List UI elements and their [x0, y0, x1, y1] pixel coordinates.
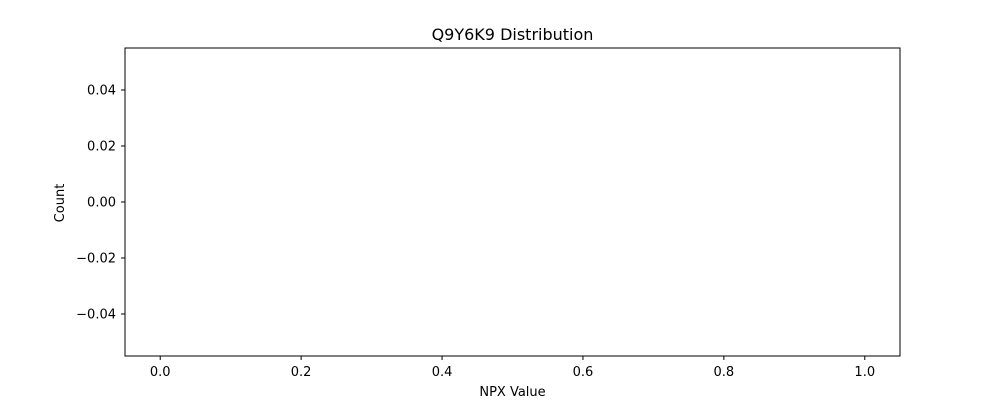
y-tick-label: 0.04	[87, 84, 116, 99]
y-tick-label: −0.04	[76, 308, 116, 323]
y-axis-ticks: 0.04 0.02 0.00 −0.02 −0.04	[76, 84, 125, 323]
plot-area	[124, 47, 901, 357]
x-tick-label: 0.4	[432, 365, 453, 380]
x-tick-label: 0.2	[291, 365, 312, 380]
x-axis-label: NPX Value	[479, 385, 545, 400]
x-tick-label: 0.0	[150, 365, 171, 380]
x-tick-label: 1.0	[854, 365, 875, 380]
y-axis-label: Count	[53, 184, 68, 223]
chart-title: Q9Y6K9 Distribution	[432, 25, 594, 44]
x-tick-label: 0.6	[573, 365, 594, 380]
y-tick-label: −0.02	[76, 252, 116, 267]
x-tick-label: 0.8	[714, 365, 735, 380]
y-tick-label: 0.00	[87, 196, 116, 211]
x-axis-ticks: 0.0 0.2 0.4 0.6 0.8 1.0	[150, 356, 875, 380]
y-tick-label: 0.02	[87, 140, 116, 155]
plot-frame	[124, 47, 901, 357]
